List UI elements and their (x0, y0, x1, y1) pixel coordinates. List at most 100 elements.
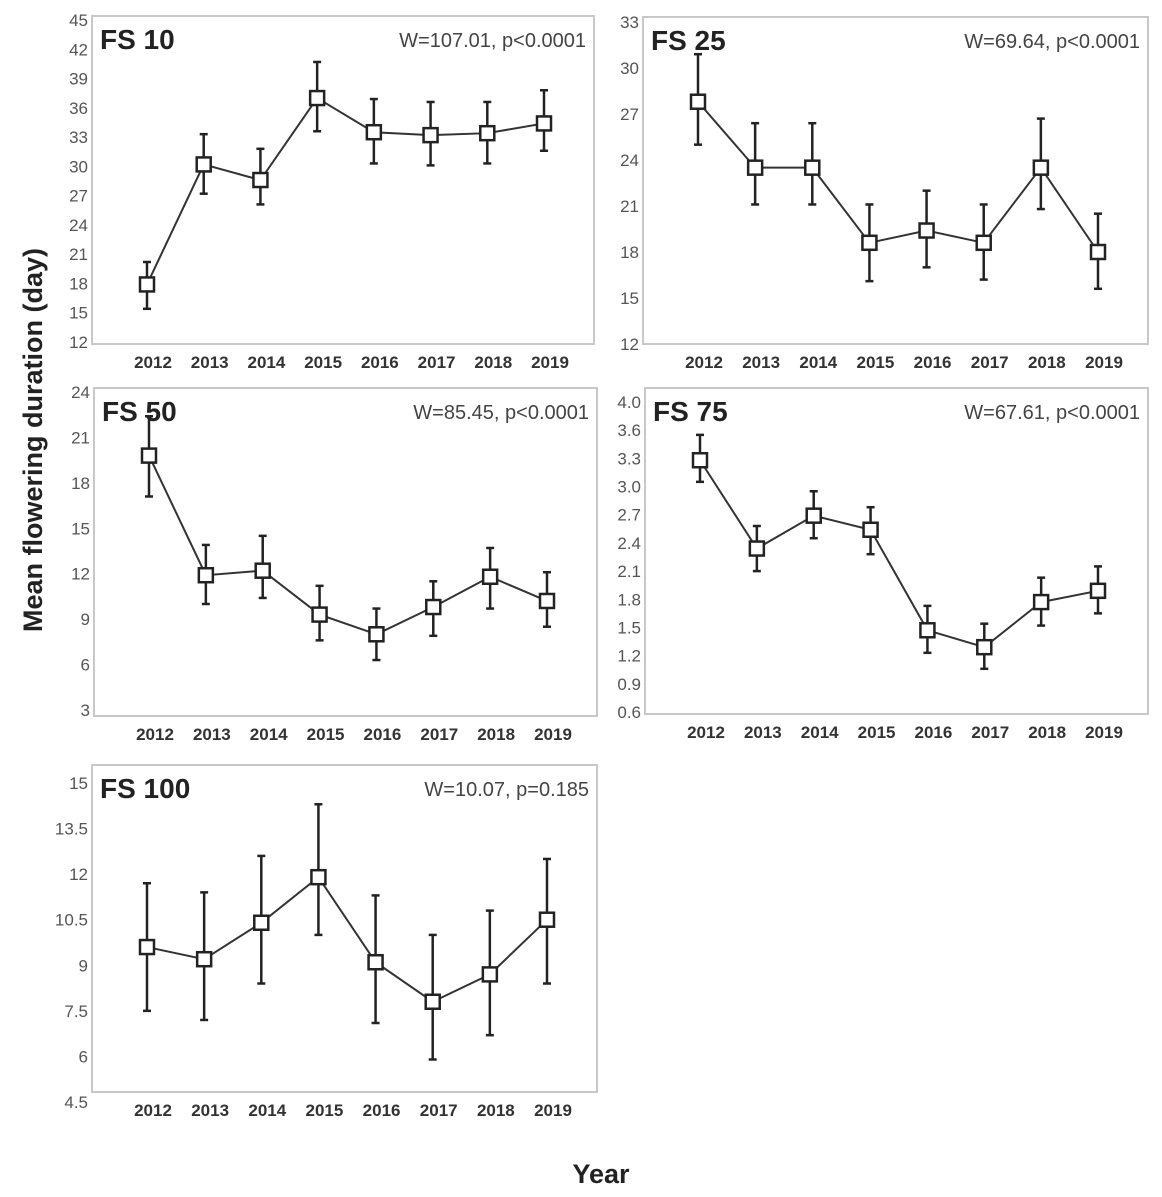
plot-frame (642, 16, 1149, 345)
y-tick-label: 2.4 (617, 534, 641, 553)
y-tick-label: 2.7 (617, 506, 641, 525)
x-tick-label: 2012 (134, 353, 172, 372)
data-point-marker (138, 938, 156, 956)
y-tick-label: 18 (69, 274, 88, 293)
x-tick-label: 2012 (685, 353, 723, 372)
x-tick-label: 2016 (915, 723, 953, 742)
series-line (699, 459, 1099, 649)
data-point-marker (975, 234, 992, 252)
y-tick-label: 12 (620, 335, 639, 354)
x-tick-label: 2016 (364, 725, 402, 744)
x-tick-label: 2019 (534, 725, 572, 744)
x-tick-label: 2018 (1028, 723, 1066, 742)
data-point-marker (311, 606, 328, 623)
data-point-marker (479, 124, 496, 142)
panel-stat-annotation: W=85.45, p<0.0001 (413, 402, 589, 424)
x-tick-label: 2018 (474, 353, 512, 372)
y-tick-label: 12 (69, 333, 88, 352)
panel-stat-annotation: W=67.61, p<0.0001 (964, 402, 1140, 424)
panel-title: FS 50 (102, 396, 177, 427)
y-tick-label: 10.5 (55, 911, 88, 930)
data-point-marker (746, 159, 764, 176)
data-point-marker (308, 89, 326, 107)
y-tick-label: 7.5 (64, 1002, 88, 1021)
y-tick-label: 30 (69, 157, 88, 176)
panel-fs-75: FS 75 W=67.61, p<0.0001 0.6 0.9 1.2 1.5 1.8 2.1… (617, 387, 1149, 742)
y-tick-label: 15 (69, 774, 88, 793)
x-tick-label: 2019 (1085, 723, 1123, 742)
data-point-marker (919, 622, 936, 639)
data-point-marker (425, 598, 442, 616)
x-tick-label: 2013 (193, 725, 231, 744)
data-point-marker (689, 93, 707, 110)
y-tick-label: 6 (81, 656, 90, 675)
data-point-marker (535, 115, 553, 132)
data-point-marker (138, 276, 156, 293)
data-point-marker (1089, 243, 1107, 261)
series-line (697, 101, 1099, 253)
y-tick-label: 1.8 (617, 590, 641, 609)
y-tick-label: 6 (79, 1047, 88, 1066)
panel-stat-annotation: W=69.64, p<0.0001 (964, 31, 1140, 53)
data-point-marker (365, 123, 383, 141)
data-point-marker (367, 953, 384, 971)
y-tick-label: 15 (620, 289, 639, 308)
y-tick-label: 9 (81, 610, 90, 629)
data-point-marker (1089, 582, 1107, 600)
x-tick-label: 2014 (248, 353, 286, 372)
plot-frame (91, 15, 595, 345)
data-point-marker (862, 521, 879, 539)
y-tick-label: 12 (71, 565, 90, 584)
data-point-marker (424, 993, 441, 1010)
panel-fs-50: FS 50 W=85.45, p<0.0001 3 6 9 12 15 18 21 24 2012 2… (71, 383, 598, 744)
series-line (148, 455, 548, 636)
data-point-marker (254, 562, 271, 579)
x-tick-label: 2017 (971, 723, 1009, 742)
y-tick-label: 3.6 (617, 421, 641, 440)
y-tick-label: 18 (71, 474, 90, 493)
panel-title: FS 75 (653, 396, 728, 427)
y-tick-label: 4.0 (617, 393, 641, 412)
y-tick-label: 36 (69, 99, 88, 118)
plot-frame (93, 387, 598, 717)
y-tick-label: 21 (71, 428, 90, 447)
y-tick-label: 39 (69, 70, 88, 89)
x-axis-title: Year (572, 1159, 630, 1189)
series-line (146, 875, 548, 1003)
y-tick-label: 1.2 (617, 647, 641, 666)
y-tick-label: 3.3 (617, 449, 641, 468)
y-tick-label: 15 (71, 519, 90, 538)
panel-stat-annotation: W=107.01, p<0.0001 (399, 30, 586, 52)
x-tick-label: 2015 (857, 353, 895, 372)
x-tick-label: 2017 (418, 353, 456, 372)
plot-frame (91, 764, 598, 1093)
x-tick-label: 2019 (531, 353, 569, 372)
y-tick-label: 9 (79, 956, 88, 975)
data-point-marker (861, 234, 878, 252)
x-tick-label: 2014 (250, 725, 288, 744)
x-tick-label: 2014 (801, 723, 839, 742)
x-tick-label: 2017 (420, 1101, 458, 1120)
y-tick-label: 30 (620, 59, 639, 78)
panel-title: FS 10 (100, 24, 175, 55)
data-point-marker (976, 638, 993, 656)
data-point-marker (1032, 159, 1050, 176)
panels: FS 10 W=107.01, p<0.000112151821242730333… (55, 11, 1149, 1120)
x-tick-label: 2012 (134, 1101, 172, 1120)
data-point-marker (1032, 593, 1050, 611)
data-point-marker (691, 451, 709, 469)
data-point-marker (481, 966, 499, 983)
x-tick-label: 2017 (971, 353, 1009, 372)
x-tick-label: 2014 (248, 1101, 286, 1120)
data-point-marker (918, 222, 935, 239)
panel-title: FS 25 (651, 25, 726, 56)
y-axis-title: Mean flowering duration (day) (18, 248, 48, 632)
x-tick-label: 2013 (191, 1101, 229, 1120)
y-tick-label: 24 (69, 216, 88, 235)
y-tick-label: 24 (71, 383, 90, 402)
x-tick-label: 2012 (136, 725, 174, 744)
y-tick-label: 21 (620, 197, 639, 216)
x-tick-label: 2015 (858, 723, 896, 742)
x-tick-label: 2019 (534, 1101, 572, 1120)
